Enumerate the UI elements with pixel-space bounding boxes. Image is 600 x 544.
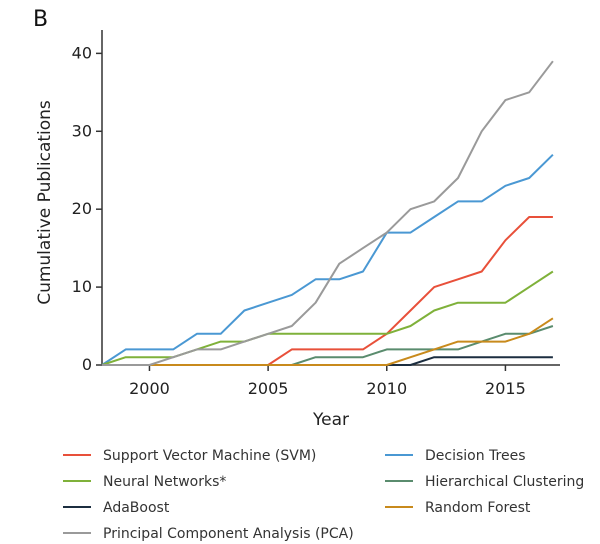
y-axis-title: Cumulative Publications: [35, 100, 55, 305]
x-tick-label: 2010: [366, 379, 407, 398]
x-axis-title: Year: [312, 410, 349, 430]
legend-label: Support Vector Machine (SVM): [103, 448, 316, 464]
panel-label: B: [33, 7, 48, 32]
legend-label: Principal Component Analysis (PCA): [103, 526, 354, 542]
legend-label: Decision Trees: [425, 448, 526, 464]
legend-label: Random Forest: [425, 500, 531, 516]
series-line: [101, 153, 554, 366]
axes: 0 10 20 30 40 2000 2005 2010 2015 Year Cumulative …: [35, 30, 560, 430]
legend: Support Vector Machine (SVM) Decision Tre…: [63, 448, 584, 542]
x-tick-label: 2015: [485, 379, 526, 398]
legend-label: Neural Networks*: [103, 474, 226, 490]
x-tick-label: 2005: [248, 379, 289, 398]
y-tick-label: 30: [72, 121, 92, 140]
series-line: [101, 270, 554, 366]
legend-label: Hierarchical Clustering: [425, 474, 584, 490]
y-tick-label: 20: [72, 199, 92, 218]
legend-label: AdaBoost: [103, 500, 170, 516]
y-tick-label: 10: [72, 277, 92, 296]
series-lines: [101, 60, 554, 366]
series-line: [102, 60, 554, 366]
series-line: [102, 317, 554, 366]
series-line: [102, 216, 553, 366]
y-tick-label: 40: [72, 43, 92, 62]
y-tick-label: 0: [82, 355, 92, 374]
x-tick-label: 2000: [129, 379, 170, 398]
